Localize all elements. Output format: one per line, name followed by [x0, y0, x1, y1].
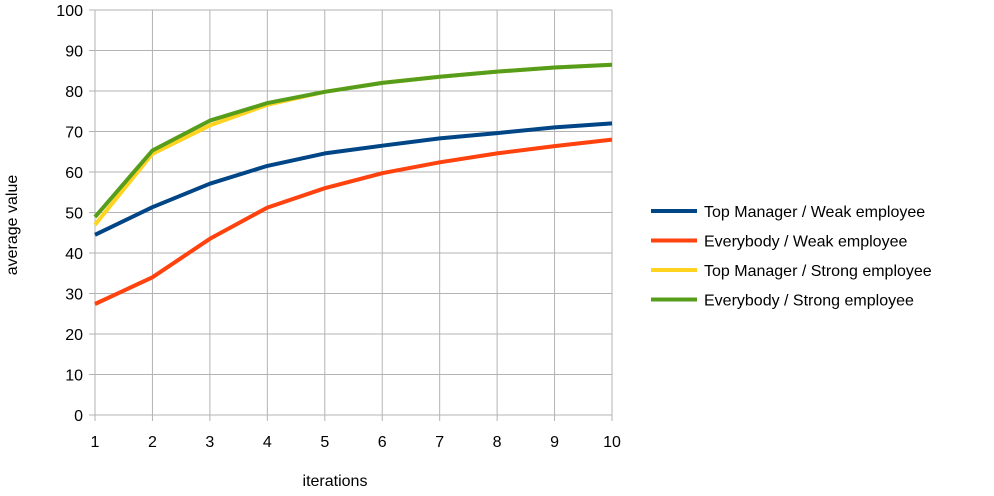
y-tick-label: 20	[65, 327, 83, 344]
x-tick-label: 9	[550, 434, 559, 451]
series-line-2	[94, 137, 613, 306]
y-tick-label: 30	[65, 287, 83, 304]
x-tick-label: 3	[205, 434, 214, 451]
x-tick-label: 1	[91, 434, 100, 451]
x-tick-label: 6	[378, 434, 387, 451]
x-axis-title: iterations	[303, 473, 368, 490]
x-tick-labels: 1 2 3 4 5 6 7 8 9 10	[91, 434, 621, 451]
y-tick-label: 90	[65, 44, 83, 61]
legend: Top Manager / Weak employee Everybody / W…	[651, 204, 932, 310]
y-tick-label: 50	[65, 206, 83, 223]
y-tick-label: 10	[65, 368, 83, 385]
y-tick-labels: 0 10 20 30 40 50 60 70 80 90 100	[56, 3, 83, 425]
y-tick-label: 100	[56, 3, 83, 20]
legend-item: Everybody / Strong employee	[651, 293, 914, 310]
legend-label: Everybody / Weak employee	[704, 234, 907, 251]
legend-item: Top Manager / Weak employee	[651, 204, 925, 221]
y-tick-label: 40	[65, 246, 83, 263]
series-line-1	[94, 121, 613, 237]
y-axis-title: average value	[4, 175, 21, 276]
series-line-4	[93, 62, 613, 219]
y-tick-label: 0	[74, 408, 83, 425]
x-tick-label: 7	[435, 434, 444, 451]
x-tick-label: 4	[263, 434, 272, 451]
x-tick-label: 2	[148, 434, 157, 451]
y-tick-label: 80	[65, 84, 83, 101]
legend-item: Top Manager / Strong employee	[651, 263, 932, 280]
legend-label: Top Manager / Weak employee	[704, 204, 925, 221]
x-tick-label: 10	[603, 434, 621, 451]
legend-label: Everybody / Strong employee	[704, 293, 914, 310]
y-tick-label: 70	[65, 125, 83, 142]
y-tick-label: 60	[65, 165, 83, 182]
x-tick-label: 5	[320, 434, 329, 451]
x-tick-label: 8	[493, 434, 502, 451]
grid	[94, 9, 613, 416]
axes	[89, 9, 613, 421]
legend-item: Everybody / Weak employee	[651, 234, 907, 251]
legend-label: Top Manager / Strong employee	[704, 263, 932, 280]
series-lines	[93, 62, 613, 306]
